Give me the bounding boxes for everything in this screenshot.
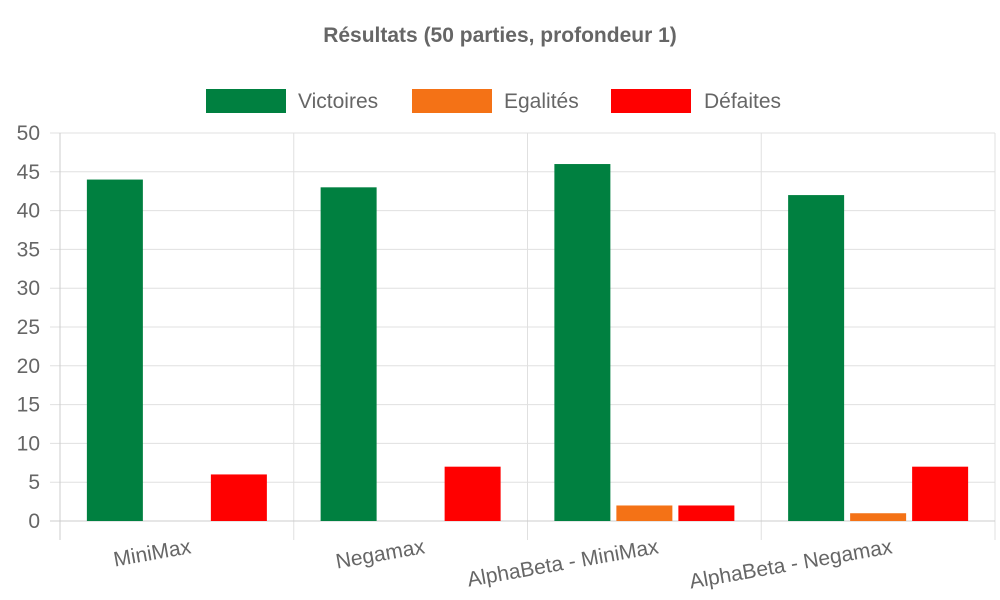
y-tick-label-2: 10 [17, 432, 40, 455]
y-tick-label-6: 30 [17, 277, 40, 300]
bar-2-1[interactable] [616, 505, 673, 521]
legend-swatch-2[interactable] [611, 89, 691, 113]
y-tick-label-0: 0 [28, 510, 40, 533]
y-tick-label-1: 5 [28, 471, 40, 494]
bar-3-1[interactable] [850, 513, 907, 521]
bar-2-2[interactable] [678, 505, 735, 521]
bar-0-2[interactable] [210, 474, 267, 521]
bar-3-0[interactable] [788, 195, 845, 521]
legend-swatch-1[interactable] [412, 89, 492, 113]
x-tick-label-2: AlphaBeta - MiniMax [465, 535, 660, 591]
y-tick-label-7: 35 [17, 238, 40, 261]
legend-swatch-0[interactable] [206, 89, 286, 113]
bar-1-0[interactable] [320, 187, 377, 521]
y-tick-label-9: 45 [17, 161, 40, 184]
legend-label-0[interactable]: Victoires [298, 90, 378, 113]
bar-3-2[interactable] [912, 466, 969, 521]
bars [86, 164, 969, 522]
bar-0-0[interactable] [86, 179, 143, 521]
y-tick-label-8: 40 [17, 200, 40, 223]
legend-label-2[interactable]: Défaites [704, 90, 781, 113]
y-tick-label-3: 15 [17, 394, 40, 417]
x-tick-label-1: Negamax [334, 535, 427, 573]
y-tick-label-4: 20 [17, 355, 40, 378]
x-axis: MiniMax Negamax AlphaBeta - MiniMax AlphaBe… [112, 535, 895, 593]
chart-title: Résultats (50 parties, profondeur 1) [323, 24, 677, 47]
x-tick-label-0: MiniMax [112, 535, 193, 571]
y-axis: 0 5 10 15 20 25 30 35 40 45 50 [17, 122, 40, 533]
y-tick-label-10: 50 [17, 122, 40, 145]
y-tick-label-5: 25 [17, 316, 40, 339]
legend: Victoires Egalités Défaites [206, 89, 781, 113]
x-tick-label-3: AlphaBeta - Negamax [688, 535, 895, 593]
legend-label-1[interactable]: Egalités [504, 90, 579, 113]
bar-2-0[interactable] [554, 164, 611, 522]
gridlines [50, 132, 996, 540]
bar-1-2[interactable] [444, 466, 501, 521]
